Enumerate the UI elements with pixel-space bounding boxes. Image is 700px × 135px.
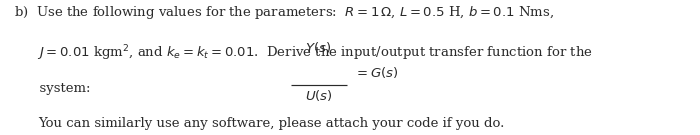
Text: b)  Use the following values for the parameters:  $R = 1\,\Omega$, $L = 0.5$ H, : b) Use the following values for the para… <box>14 4 554 21</box>
Text: $Y(s)$: $Y(s)$ <box>305 40 332 55</box>
Text: You can similarly use any software, please attach your code if you do.: You can similarly use any software, plea… <box>38 117 505 130</box>
Text: system:: system: <box>14 82 90 95</box>
Text: $J = 0.01$ kgm$^2$, and $k_e = k_t = 0.01$.  Derive the input/output transfer fu: $J = 0.01$ kgm$^2$, and $k_e = k_t = 0.0… <box>14 43 593 63</box>
Text: $= G(s)$: $= G(s)$ <box>354 65 398 80</box>
Text: $U(s)$: $U(s)$ <box>304 88 332 103</box>
